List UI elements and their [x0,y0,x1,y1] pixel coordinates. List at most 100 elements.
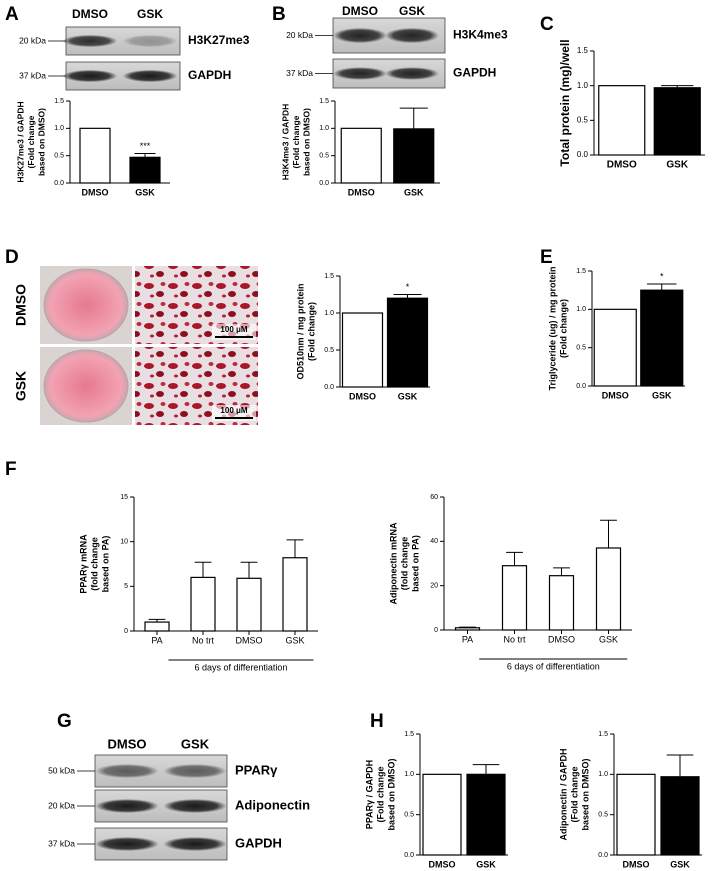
band-label: H3K27me3 [188,33,250,47]
blot-band [385,27,439,44]
blot-band [163,798,227,814]
x-tick-label: DMSO [602,390,629,400]
y-tick-label: 0.5 [577,115,589,124]
x-tick-label: DMSO [82,187,109,197]
y-tick-label: 1.5 [577,46,589,55]
y-tick-label: 0.5 [324,347,334,354]
y-tick-label: 0.5 [54,153,64,160]
blot-band [62,34,118,48]
y-tick-label: 1.0 [576,306,586,313]
stain-row-label: DMSO [13,284,29,326]
y-tick-label: 1.5 [319,98,329,105]
panel-letter: D [5,247,19,268]
lane-label: GSK [181,736,210,751]
y-axis-label: PPARγ mRNA [78,534,88,594]
lane-label: DMSO [342,4,378,18]
band-label: Adiponectin [235,797,310,812]
band-label: GAPDH [188,68,231,82]
band-size: 20 kDa [286,30,313,40]
y-tick-label: 1.0 [577,81,589,90]
bar [422,773,462,856]
x-tick-label: PA [151,635,162,645]
blot-band [122,34,178,48]
panel-letter: F [5,459,17,480]
y-axis-label: based on DMSO) [386,758,396,830]
y-axis-label: OD510nm / mg protein [295,283,305,379]
bar [236,577,262,632]
bar [593,308,637,387]
bar [393,128,435,184]
blot-band [333,27,387,44]
x-group-label: 6 days of differentiation [507,661,600,671]
significance: * [406,282,410,292]
y-tick-label: 1.0 [404,771,414,778]
well [43,268,129,342]
y-tick-label: 1.0 [319,125,329,132]
blot-band [95,763,159,779]
x-tick-label: GSK [670,859,690,869]
y-axis-label: (Fold change) [558,299,568,358]
y-tick-label: 1.5 [324,273,334,280]
band-label: GAPDH [235,835,282,850]
y-tick-label: 0.0 [324,384,334,391]
x-tick-label: GSK [652,390,672,400]
y-tick-label: 0.5 [319,153,329,160]
scale-bar-label: 100 μM [220,325,247,334]
y-axis-label: (Fold change [291,115,301,168]
band-size: 37 kDa [286,68,313,78]
bar [386,297,429,388]
blot-band [333,67,387,80]
x-tick-label: GSK [404,187,424,197]
significance: * [660,271,664,281]
y-axis-label: based on PA) [410,535,420,592]
y-axis-label: PPARγ / GAPDH [364,760,374,829]
y-axis-label: (Fold change) [306,302,316,361]
y-axis-label: based on DMSO) [36,108,46,176]
significance: *** [140,141,151,151]
bar [282,557,308,632]
y-tick-label: 0.0 [404,852,414,859]
blot-band [385,67,439,80]
y-tick-label: 0.5 [598,812,608,819]
bar [341,312,384,388]
y-axis-label: (fold change [399,537,409,591]
y-tick-label: 0.5 [576,345,586,352]
y-tick-label: 15 [120,494,128,501]
y-tick-label: 10 [120,539,128,546]
panel-letter: A [5,4,19,25]
stain-row-label: GSK [13,371,29,401]
y-tick-label: 0 [124,628,128,635]
y-tick-label: 1.0 [324,310,334,317]
x-tick-label: DMSO [429,859,456,869]
bar [340,127,382,184]
blot-band [95,798,159,814]
y-tick-label: 1.0 [54,125,64,132]
y-tick-label: 1.0 [598,771,608,778]
bar [501,565,528,631]
band-size: 37 kDa [48,838,75,848]
y-axis-label: (Fold change [375,767,385,823]
band-size: 20 kDa [19,35,46,45]
x-tick-label: GSK [135,187,155,197]
well [43,349,129,423]
band-label: H3K4me3 [453,28,508,42]
y-axis-label: Triglyceride (ug) / mg protein [547,266,557,390]
bar [190,576,216,632]
band-label: PPARγ [235,762,278,777]
y-axis-label: Adiponectin mRNA [388,522,398,604]
bar [129,156,161,184]
blot-band [122,69,178,83]
y-tick-label: 0.0 [576,383,586,390]
x-tick-label: GSK [666,160,688,171]
bar [79,127,111,184]
lane-label: GSK [137,7,163,21]
blot-band [163,836,227,852]
y-tick-label: 1.5 [576,268,586,275]
x-tick-label: PA [462,634,473,644]
band-label: GAPDH [453,66,496,80]
lane-label: GSK [399,4,425,18]
y-tick-label: 40 [430,538,438,545]
x-tick-label: GSK [476,859,496,869]
band-size: 50 kDa [48,765,75,775]
y-tick-label: 1.5 [598,731,608,738]
